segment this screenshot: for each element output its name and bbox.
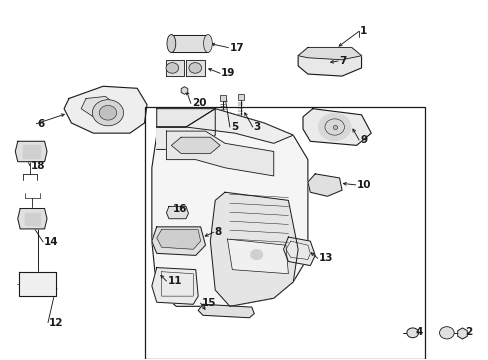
Polygon shape [157,230,200,249]
Polygon shape [227,239,288,274]
Polygon shape [298,48,361,60]
Text: 16: 16 [172,204,186,214]
Text: 8: 8 [214,227,222,237]
Circle shape [165,63,178,73]
Ellipse shape [203,35,212,53]
Polygon shape [171,35,207,53]
Text: 13: 13 [318,253,332,263]
Circle shape [250,250,262,260]
Polygon shape [157,109,215,149]
Polygon shape [307,174,341,196]
Polygon shape [15,141,47,162]
Polygon shape [18,208,47,229]
Polygon shape [152,267,198,304]
Text: 6: 6 [37,119,44,129]
Polygon shape [152,227,205,255]
Polygon shape [298,48,361,76]
Polygon shape [157,109,293,143]
Ellipse shape [166,35,175,53]
Text: 9: 9 [359,135,366,145]
Text: 12: 12 [49,318,63,328]
Text: 1: 1 [359,26,366,36]
Polygon shape [185,60,204,76]
Text: 15: 15 [201,298,216,308]
Polygon shape [210,192,298,306]
Polygon shape [19,272,56,296]
Bar [144,107,424,359]
Polygon shape [157,109,215,127]
Polygon shape [171,137,220,153]
Polygon shape [22,145,40,158]
Circle shape [188,63,201,73]
Polygon shape [81,96,115,117]
Text: 19: 19 [221,68,235,78]
Text: 20: 20 [191,98,206,108]
Circle shape [99,105,117,120]
Text: 5: 5 [230,122,238,132]
Text: 3: 3 [253,122,261,132]
Circle shape [318,113,350,140]
Polygon shape [303,109,370,145]
Polygon shape [166,131,273,176]
Text: 4: 4 [414,327,422,337]
Text: 2: 2 [465,327,472,337]
Polygon shape [25,213,40,225]
Text: 17: 17 [229,42,244,53]
Polygon shape [166,60,183,76]
Polygon shape [283,237,315,266]
Text: 7: 7 [338,56,346,66]
Polygon shape [166,207,188,219]
Circle shape [92,100,123,126]
Text: 14: 14 [44,237,59,247]
Circle shape [439,327,453,339]
Text: 10: 10 [356,180,370,190]
Text: 11: 11 [167,276,182,286]
Circle shape [406,328,418,338]
Text: 18: 18 [31,161,45,171]
Polygon shape [64,86,147,133]
Polygon shape [198,304,254,318]
Polygon shape [152,109,307,306]
